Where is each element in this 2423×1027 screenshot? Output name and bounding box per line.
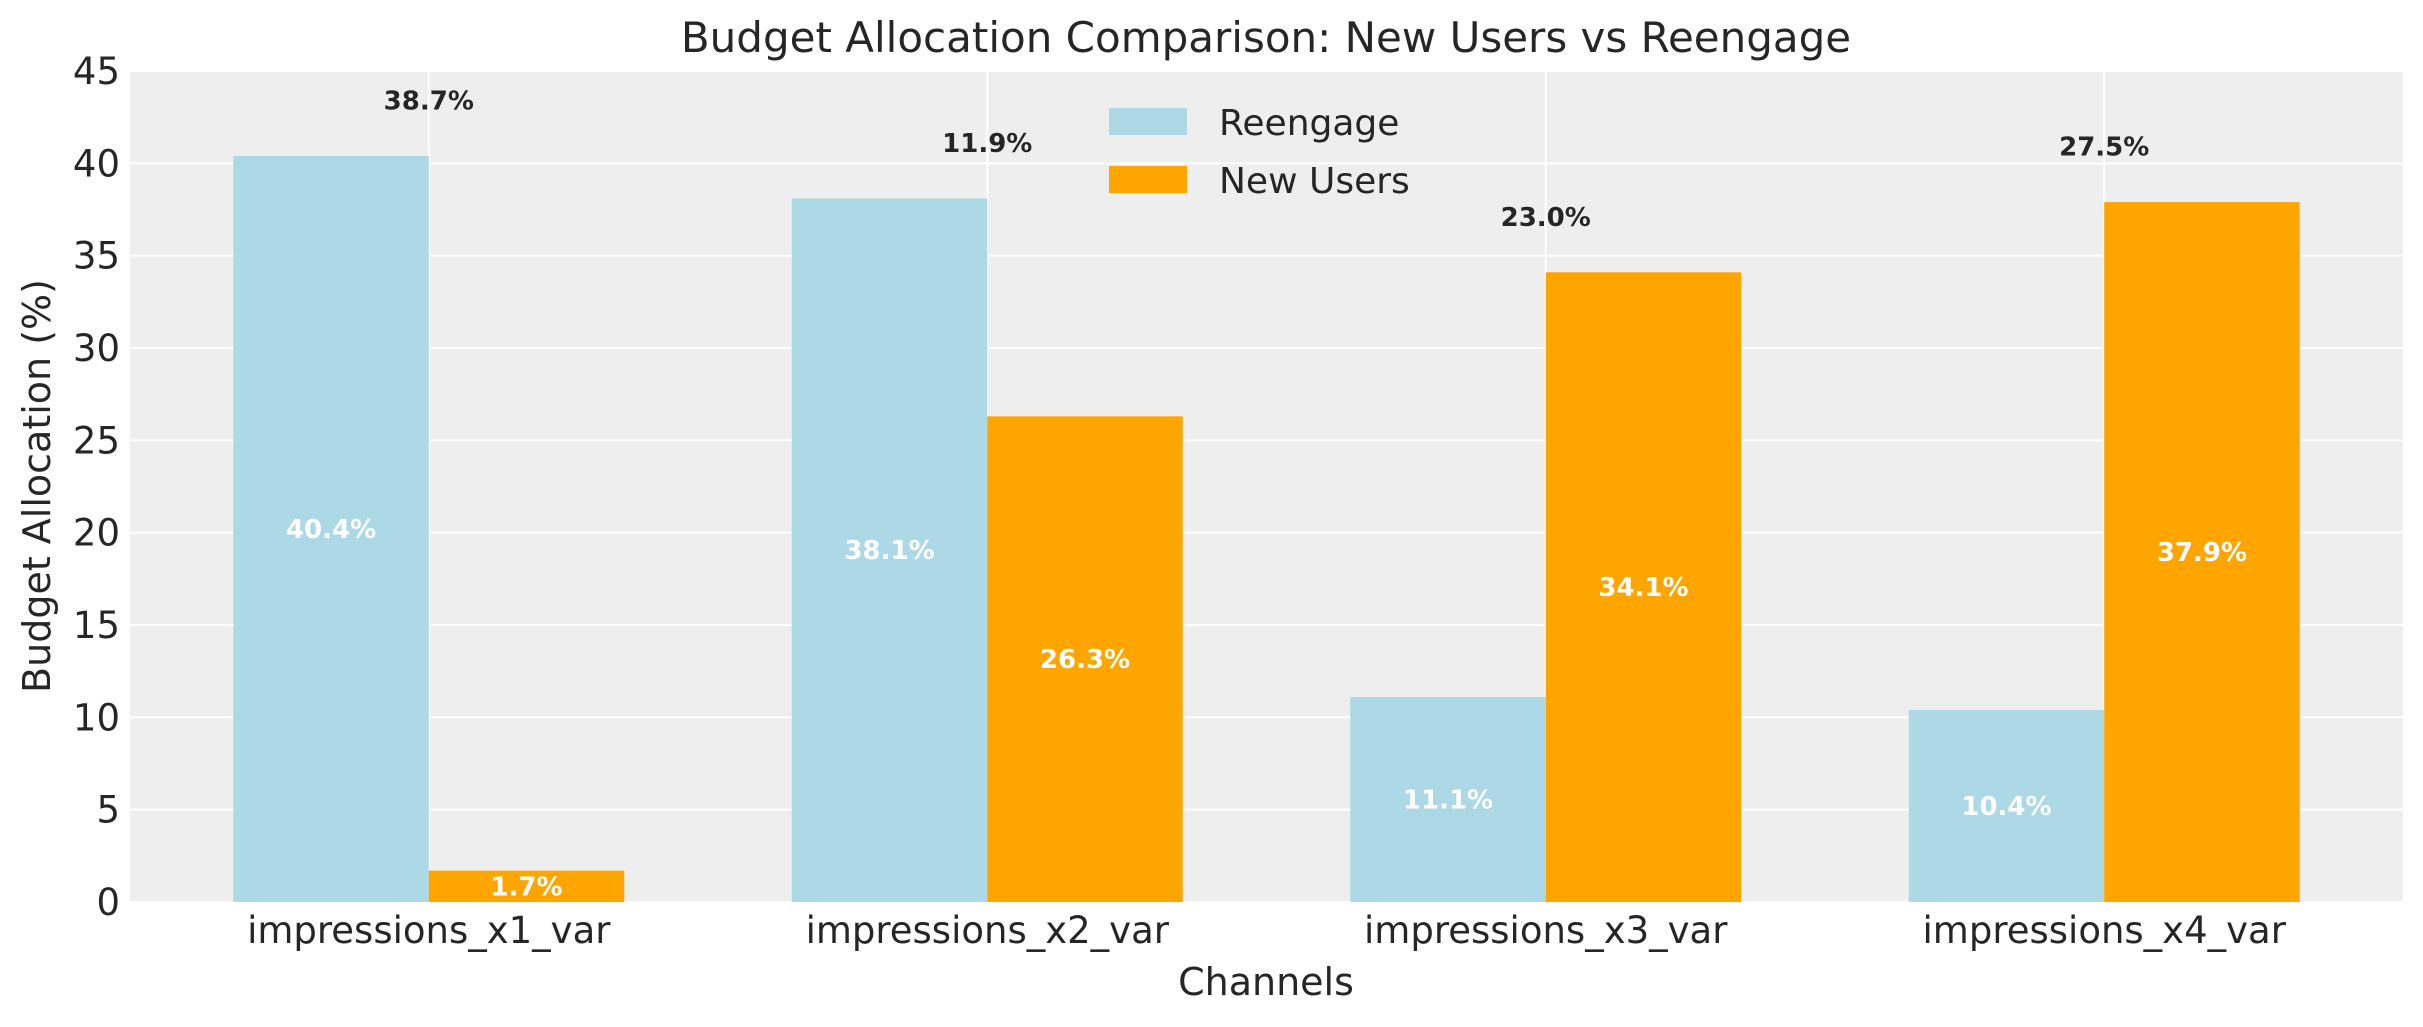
x-axis-label: Channels bbox=[1178, 960, 1354, 1004]
bar-reengage bbox=[233, 155, 429, 903]
legend-label-new-users: New Users bbox=[1219, 161, 1410, 202]
y-tick-label: 25 bbox=[73, 419, 120, 462]
bar-new-users bbox=[2104, 202, 2300, 902]
difference-label: 11.9% bbox=[942, 129, 1032, 159]
bar-new-users bbox=[428, 870, 625, 902]
bar-value-label: 34.1% bbox=[1598, 573, 1688, 603]
bar-value-label: 38.1% bbox=[844, 536, 934, 566]
bar-reengage bbox=[1350, 697, 1546, 902]
x-tick-label: impressions_x4_var bbox=[1923, 909, 2287, 952]
y-tick-label: 5 bbox=[96, 789, 120, 832]
difference-label: 23.0% bbox=[1501, 203, 1591, 233]
legend-swatch-reengage bbox=[1109, 108, 1187, 135]
y-axis-label: Budget Allocation (%) bbox=[15, 279, 59, 693]
y-tick-label: 35 bbox=[73, 235, 120, 278]
bar-reengage bbox=[791, 198, 988, 903]
bar-value-label: 37.9% bbox=[2157, 538, 2247, 568]
difference-label: 38.7% bbox=[384, 87, 474, 117]
y-tick-label: 20 bbox=[73, 512, 120, 555]
bar-new-users bbox=[1545, 272, 1742, 903]
y-tick-label: 15 bbox=[73, 604, 120, 647]
y-tick-label: 10 bbox=[73, 696, 120, 739]
bar-value-label: 1.7% bbox=[490, 872, 562, 902]
y-tick-label: 40 bbox=[73, 142, 120, 185]
difference-label: 27.5% bbox=[2059, 133, 2149, 163]
legend: Reengage New Users bbox=[1109, 103, 1410, 202]
y-tick-label: 0 bbox=[96, 881, 120, 924]
legend-label-reengage: Reengage bbox=[1219, 103, 1399, 144]
chart-title: Budget Allocation Comparison: New Users … bbox=[681, 13, 1851, 62]
y-tick-label: 30 bbox=[73, 327, 120, 370]
bar-new-users bbox=[987, 416, 1183, 902]
x-tick-label: impressions_x3_var bbox=[1364, 909, 1728, 952]
bar-value-label: 26.3% bbox=[1040, 645, 1130, 675]
bar-value-label: 40.4% bbox=[286, 515, 376, 545]
x-tick-label: impressions_x2_var bbox=[806, 909, 1170, 952]
bar-reengage bbox=[1908, 709, 2105, 902]
bar-value-label: 11.1% bbox=[1403, 786, 1493, 816]
x-tick-label: impressions_x1_var bbox=[247, 909, 611, 952]
y-tick-label: 45 bbox=[73, 50, 120, 93]
legend-swatch-new-users bbox=[1109, 166, 1187, 193]
bar-value-label: 10.4% bbox=[1961, 792, 2051, 822]
